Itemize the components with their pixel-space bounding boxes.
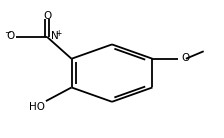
Text: HO: HO [29, 102, 45, 112]
Text: −: − [4, 29, 11, 38]
Text: +: + [55, 29, 62, 38]
Text: O: O [43, 11, 51, 21]
Text: O: O [181, 53, 190, 63]
Text: O: O [6, 31, 15, 42]
Text: N: N [51, 31, 59, 41]
